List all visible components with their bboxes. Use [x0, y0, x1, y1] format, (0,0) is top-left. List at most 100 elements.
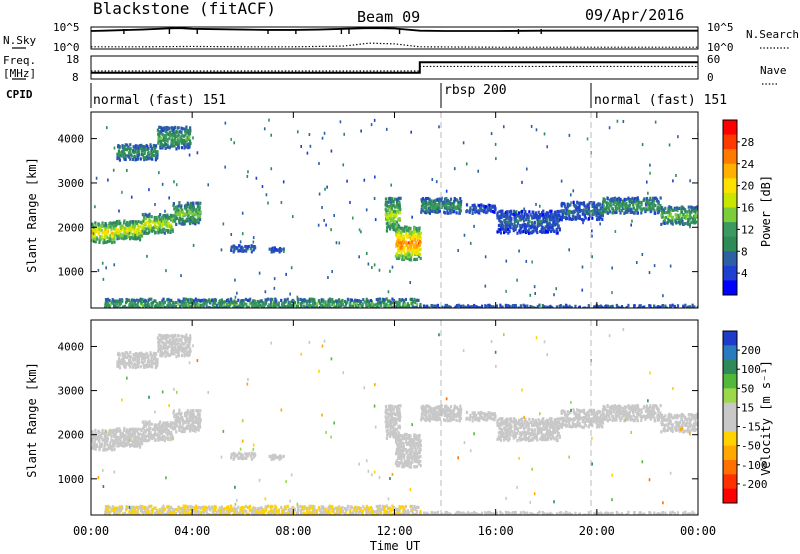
power-cell — [595, 213, 598, 218]
power-cell — [546, 145, 549, 149]
power-cell — [183, 204, 187, 208]
power-cell — [124, 143, 127, 147]
power-cell — [468, 208, 472, 212]
power-cell — [245, 246, 247, 250]
noise-right-tick-low: 10^0 — [707, 41, 734, 54]
velocity-cell — [401, 465, 404, 469]
power-cell — [484, 204, 487, 209]
power-cell — [225, 302, 228, 306]
power-cell — [484, 255, 487, 259]
velocity-cell — [414, 465, 417, 469]
power-cell — [642, 207, 645, 211]
power-cell — [328, 297, 332, 301]
velocity-cell — [513, 425, 516, 429]
power-cell — [173, 207, 176, 211]
velocity-cell — [512, 432, 515, 436]
power-cell — [454, 305, 457, 308]
power-cell — [498, 218, 501, 223]
velocity-cell — [420, 407, 424, 411]
noise-right-label: N.Search — [746, 28, 799, 41]
power-cell — [151, 146, 154, 151]
power-cell — [142, 231, 146, 235]
power-cell — [598, 202, 602, 206]
velocity-cell — [554, 418, 557, 422]
power-cell — [649, 206, 652, 210]
power-cell — [416, 236, 419, 240]
power-cell — [479, 205, 482, 210]
velocity-cell — [173, 333, 177, 337]
power-cell — [455, 211, 458, 215]
power-cell — [494, 206, 497, 211]
power-cell — [360, 129, 362, 133]
power-cell — [549, 211, 552, 216]
velocity-cell — [122, 364, 126, 368]
power-cell — [398, 228, 401, 232]
velocity-cell — [395, 412, 398, 416]
power-cell — [198, 205, 201, 209]
power-cell — [417, 248, 420, 252]
velocity-cell — [417, 438, 420, 442]
velocity-cell — [155, 423, 158, 427]
power-cell — [268, 247, 271, 251]
power-cell — [640, 203, 643, 207]
power-cell — [389, 306, 393, 308]
power-cell — [216, 303, 219, 308]
power-cell — [113, 299, 116, 303]
power-cell — [454, 198, 457, 202]
velocity-cell — [398, 424, 401, 428]
velocity-cell — [162, 334, 165, 338]
power-cell — [243, 249, 246, 253]
power-cell — [255, 304, 258, 308]
power-cell — [94, 224, 97, 228]
power-cell — [561, 215, 564, 219]
power-cell — [394, 226, 397, 231]
velocity-cell — [127, 433, 130, 437]
velocity-cell — [548, 428, 551, 432]
velocity-cell — [496, 418, 499, 423]
power-cell — [542, 213, 545, 217]
power-cell — [518, 211, 521, 215]
power-cell — [584, 207, 587, 212]
power-cell — [476, 210, 479, 214]
power-cell — [523, 226, 526, 231]
power-cell — [260, 299, 263, 303]
velocity-cell — [148, 363, 151, 368]
velocity-cell — [149, 433, 153, 437]
power-cell — [431, 200, 434, 205]
power-cell — [289, 300, 292, 304]
velocity-cell — [459, 412, 462, 417]
power-cell — [111, 235, 115, 239]
power-cell — [566, 202, 569, 206]
power-cell — [477, 169, 479, 173]
velocity-cell — [474, 416, 477, 421]
power-cell — [650, 209, 653, 213]
power-cell — [284, 304, 287, 308]
power-cell — [653, 304, 656, 308]
power-cell — [449, 197, 453, 201]
velocity-cell — [134, 352, 137, 356]
power-cell — [232, 306, 235, 308]
power-cell — [556, 219, 559, 223]
power-cell — [186, 303, 189, 307]
power-cell — [158, 226, 161, 230]
velocity-cell — [537, 422, 540, 426]
power-cell — [410, 243, 413, 247]
power-cell — [127, 146, 130, 151]
power-cell — [561, 201, 564, 206]
power-cell — [602, 197, 605, 201]
power-cell — [177, 212, 180, 217]
power-cell — [252, 240, 255, 244]
power-cell — [575, 206, 578, 210]
power-cell — [137, 220, 140, 224]
velocity-cell — [132, 431, 135, 435]
velocity-cell — [422, 409, 425, 413]
velocity-cell — [502, 438, 506, 442]
velocity-cell — [542, 420, 545, 424]
power-cell — [220, 298, 223, 302]
power-cell — [389, 221, 392, 225]
power-cell — [172, 134, 175, 138]
power-cell — [306, 151, 309, 155]
power-cell — [636, 211, 639, 215]
power-cell — [177, 126, 180, 130]
